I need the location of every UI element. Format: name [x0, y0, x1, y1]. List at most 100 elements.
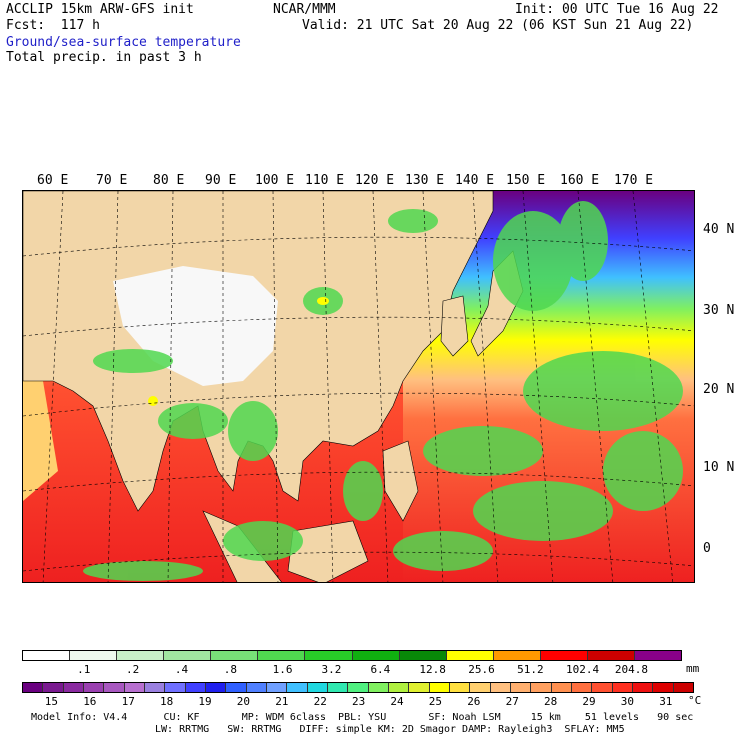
colorbar-tick-label: .8	[223, 663, 238, 676]
colorbar-swatch	[124, 683, 145, 692]
lat-label: 0	[703, 541, 711, 556]
colorbar-swatch	[673, 683, 693, 692]
colorbar-tick-label: .2	[126, 663, 140, 676]
lat-label: 40 N	[703, 222, 735, 237]
colorbar-swatch	[63, 683, 84, 692]
colorbar-tick-label: 28	[544, 695, 558, 708]
lon-label: 140 E	[455, 173, 495, 188]
colorbar-swatch	[632, 683, 654, 692]
forecast-map	[22, 190, 695, 583]
precip-unit: mm	[686, 662, 700, 675]
colorbar-swatch	[388, 683, 410, 692]
colorbar-swatch	[446, 651, 494, 660]
lon-label: 110 E	[305, 173, 345, 188]
colorbar-swatch	[307, 683, 328, 692]
colorbar-swatch	[571, 683, 593, 692]
lon-label: 160 E	[560, 173, 600, 188]
colorbar-swatch	[164, 651, 212, 660]
colorbar-swatch	[83, 683, 105, 692]
colorbar-swatch	[368, 683, 389, 692]
colorbar-tick-label: 27	[505, 695, 519, 708]
lon-label: 130 E	[405, 173, 445, 188]
colorbar-swatch	[635, 651, 682, 660]
colorbar-tick-label: 29	[582, 695, 596, 708]
colorbar-tick-label: 23	[352, 695, 366, 708]
lon-label: 150 E	[506, 173, 546, 188]
colorbar-tick-label: 22	[313, 695, 327, 708]
model-title: ACCLIP 15km ARW-GFS init	[6, 2, 194, 17]
model-info-line1: Model Info: V4.4 CU: KF MP: WDM 6class P…	[31, 712, 694, 723]
precip-clusters	[83, 201, 683, 581]
lat-label: 20 N	[703, 382, 735, 397]
lon-label: 170 E	[614, 173, 654, 188]
colorbar-swatch	[144, 683, 166, 692]
colorbar-swatch	[246, 683, 267, 692]
colorbar-swatch	[510, 683, 532, 692]
org-label: NCAR/MMM	[273, 2, 336, 17]
colorbar-swatch	[43, 683, 64, 692]
lat-label: 10 N	[703, 460, 735, 475]
colorbar-swatch	[327, 683, 349, 692]
colorbar-swatch	[409, 683, 430, 692]
colorbar-swatch	[449, 683, 471, 692]
map-canvas	[23, 191, 694, 582]
colorbar-tick-label: 12.8	[419, 663, 446, 676]
colorbar-tick-label: 25	[428, 695, 443, 708]
colorbar-swatch	[117, 651, 165, 660]
colorbar-swatch	[352, 651, 400, 660]
colorbar-swatch	[653, 683, 674, 692]
colorbar-tick-label: 102.4	[566, 663, 600, 676]
colorbar-swatch	[287, 683, 308, 692]
colorbar-swatch	[429, 683, 450, 692]
colorbar-tick-label: 18	[160, 695, 174, 708]
colorbar-swatch	[226, 683, 247, 692]
colorbar-swatch	[266, 683, 288, 692]
lon-label: 80 E	[153, 173, 185, 188]
colorbar-tick-label: 21	[275, 695, 289, 708]
colorbar-tick-label: 31	[659, 695, 673, 708]
lon-label: 90 E	[205, 173, 237, 188]
colorbar-tick-label: 19	[198, 695, 212, 708]
colorbar-swatch	[587, 651, 636, 660]
colorbar-tick-label: 30	[620, 695, 635, 708]
init-time: Init: 00 UTC Tue 16 Aug 22	[515, 2, 719, 17]
colorbar-swatch	[470, 683, 491, 692]
colorbar-swatch	[551, 683, 572, 692]
colorbar-tick-label: .4	[174, 663, 189, 676]
colorbar-tick-label: 1.6	[272, 663, 293, 676]
forecast-hour: Fcst: 117 h	[6, 18, 100, 33]
colorbar-tick-label: 24	[390, 695, 404, 708]
lon-label: 60 E	[37, 173, 69, 188]
colorbar-swatch	[104, 683, 125, 692]
colorbar-swatch	[23, 651, 71, 660]
colorbar-tick-label: 17	[121, 695, 135, 708]
colorbar-swatch	[493, 651, 541, 660]
lon-label: 70 E	[96, 173, 128, 188]
colorbar-swatch	[490, 683, 511, 692]
field-label-temperature: Ground/sea-surface temperature	[6, 35, 241, 50]
colorbar-tick-label: 15	[44, 695, 59, 708]
colorbar-tick-label: 16	[83, 695, 97, 708]
colorbar-swatch	[211, 651, 259, 660]
field-label-precip: Total precip. in past 3 h	[6, 50, 202, 65]
colorbar-swatch	[185, 683, 206, 692]
model-info-line2: LW: RRTMG SW: RRTMG DIFF: simple KM: 2D …	[155, 724, 625, 735]
lon-label: 100 E	[255, 173, 295, 188]
colorbar-tick-label: 51.2	[517, 663, 544, 676]
colorbar-swatch	[23, 683, 44, 692]
colorbar-tick-label: 6.4	[370, 663, 391, 676]
valid-time: Valid: 21 UTC Sat 20 Aug 22 (06 KST Sun …	[302, 18, 694, 33]
colorbar-swatch	[258, 651, 306, 660]
colorbar-swatch	[612, 683, 633, 692]
temperature-colorbar	[22, 682, 694, 693]
colorbar-swatch	[399, 651, 447, 660]
graticule	[23, 191, 694, 582]
colorbar-tick-label: .1	[77, 663, 91, 676]
colorbar-tick-label: 204.8	[614, 663, 648, 676]
lat-label: 30 N	[703, 303, 735, 318]
colorbar-swatch	[305, 651, 353, 660]
colorbar-tick-label: 25.6	[468, 663, 495, 676]
colorbar-swatch	[592, 683, 613, 692]
colorbar-swatch	[540, 651, 588, 660]
colorbar-swatch	[205, 683, 227, 692]
